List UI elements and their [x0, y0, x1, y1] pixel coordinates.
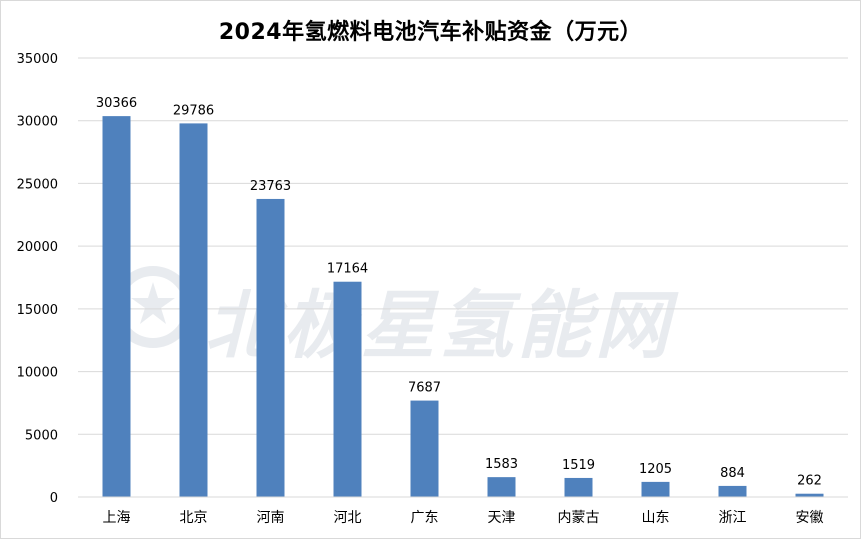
bar	[333, 281, 362, 497]
bar	[795, 493, 824, 497]
y-tick-label: 35000	[17, 52, 58, 67]
x-tick-label: 天津	[488, 510, 516, 526]
x-tick-label: 北京	[180, 510, 208, 526]
bar	[718, 485, 747, 497]
bar	[410, 400, 439, 497]
x-tick-label: 内蒙古	[558, 510, 600, 526]
x-tick-label: 河南	[257, 510, 285, 526]
data-label: 17164	[327, 262, 368, 277]
x-tick-label: 广东	[411, 510, 439, 526]
bar	[179, 123, 208, 497]
y-tick-label: 0	[50, 491, 58, 506]
y-tick-label: 10000	[17, 366, 58, 381]
bar	[487, 477, 516, 497]
x-tick-label: 安徽	[796, 510, 824, 526]
x-tick-label: 河北	[334, 510, 362, 526]
bar	[564, 477, 593, 497]
data-labels: 30366 29786 23763 17164 7687 1583 1519 1205 884 2…	[96, 96, 822, 489]
bar	[641, 481, 670, 497]
y-tick-label: 25000	[17, 177, 58, 192]
y-axis-ticks: 0 5000 10000 15000 20000 25000 30000 35000	[17, 52, 58, 506]
data-label: 1519	[562, 458, 595, 473]
data-label: 884	[720, 466, 745, 481]
data-label: 7687	[408, 381, 441, 396]
x-tick-label: 上海	[103, 510, 131, 526]
x-tick-label: 浙江	[719, 510, 747, 526]
data-label: 1205	[639, 462, 672, 477]
data-label: 30366	[96, 96, 137, 111]
x-axis-categories: 上海 北京 河南 河北 广东 天津 内蒙古 山东 浙江 安徽	[103, 510, 824, 526]
x-tick-label: 山东	[642, 510, 670, 526]
data-label: 23763	[250, 179, 291, 194]
y-tick-label: 15000	[17, 303, 58, 318]
data-label: 262	[797, 474, 822, 489]
y-tick-label: 5000	[25, 428, 58, 443]
data-label: 1583	[485, 457, 518, 472]
y-tick-label: 20000	[17, 240, 58, 255]
chart-title: 2024年氢燃料电池汽车补贴资金（万元）	[218, 20, 643, 45]
bars	[102, 116, 824, 497]
bar	[256, 198, 285, 497]
bar	[102, 116, 131, 497]
data-label: 29786	[173, 103, 214, 118]
y-tick-label: 30000	[17, 115, 58, 130]
